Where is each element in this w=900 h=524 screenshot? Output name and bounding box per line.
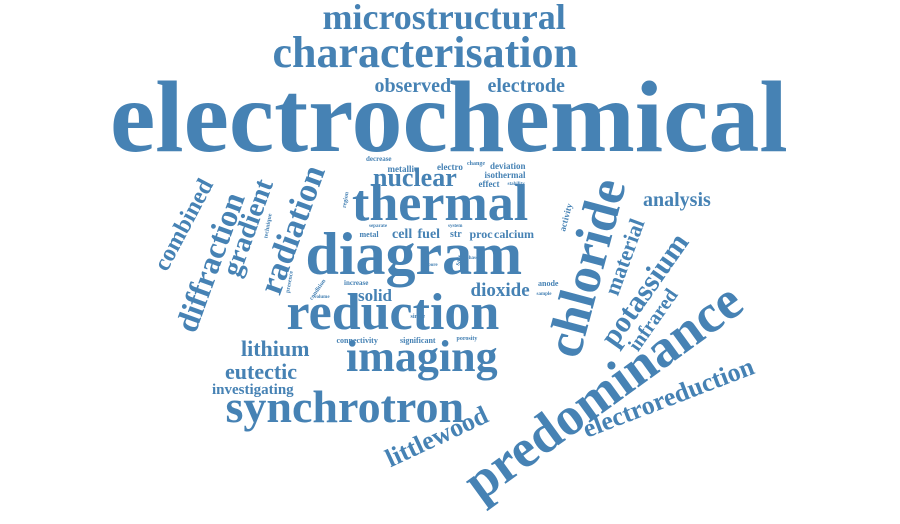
- word-volume: volume: [314, 295, 330, 300]
- word-porosity: porosity: [457, 336, 478, 342]
- word-system: system: [448, 224, 462, 229]
- word-solid: solid: [358, 287, 392, 304]
- word-fuel: fuel: [418, 228, 441, 242]
- word-anode: anode: [538, 280, 558, 288]
- word-metal: metal: [360, 231, 379, 239]
- word-effect: effect: [479, 180, 500, 189]
- word-observed: observed: [375, 76, 452, 96]
- word-lithium: lithium: [241, 338, 309, 360]
- word-sample: sample: [537, 292, 552, 297]
- word-stability: stability: [508, 182, 525, 187]
- word-cell: cell: [392, 228, 412, 242]
- word-separate: separate: [369, 224, 387, 229]
- word-analysis: analysis: [643, 190, 711, 210]
- word-region: region: [342, 191, 351, 208]
- word-eutectic: eutectic: [225, 361, 297, 383]
- word-increase: increase: [344, 280, 368, 287]
- word-metallic: metallic: [388, 165, 419, 174]
- word-change: change: [467, 161, 485, 167]
- word-pore: pore: [428, 263, 438, 268]
- word-significant: significant: [400, 337, 436, 345]
- word-proc: proc: [470, 228, 493, 240]
- word-characterisation: characterisation: [273, 31, 578, 75]
- word-phase: phase: [466, 256, 478, 261]
- word-calcium: calcium: [494, 228, 534, 240]
- word-decrease: decrease: [366, 156, 392, 163]
- word-electro: electro: [437, 163, 463, 172]
- word-electrode: electrode: [488, 76, 565, 96]
- word-dioxide: dioxide: [471, 281, 530, 300]
- word-investigating: investigating: [212, 383, 294, 398]
- word-connectivity: connectivity: [337, 337, 378, 345]
- word-single: single: [411, 314, 426, 320]
- word-str: str: [450, 230, 462, 240]
